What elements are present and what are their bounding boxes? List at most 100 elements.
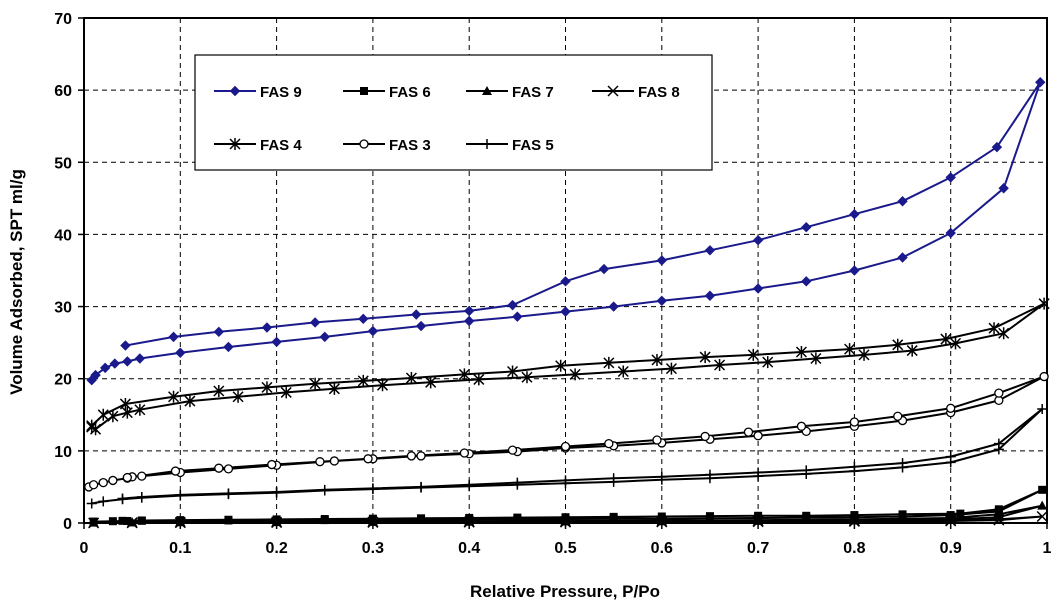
data-point-fas-5 xyxy=(464,479,475,490)
data-point-fas-6 xyxy=(561,513,570,522)
data-point-fas-3 xyxy=(329,456,340,466)
data-point-fas-9 xyxy=(752,234,764,246)
x-tick-label: 0.2 xyxy=(265,540,287,557)
data-point-fas-6 xyxy=(89,517,98,526)
data-point-fas-9 xyxy=(411,309,422,320)
data-point-fas-9 xyxy=(512,311,523,322)
series-fas-6 xyxy=(89,485,1047,526)
data-point-fas-4 xyxy=(892,338,904,351)
legend-label-fas-8: FAS 8 xyxy=(638,84,680,101)
data-point-fas-4 xyxy=(858,348,870,361)
data-point-fas-4 xyxy=(810,352,822,365)
legend-marker-fas-9 xyxy=(229,85,241,97)
data-point-fas-4 xyxy=(988,322,1000,335)
data-point-fas-9 xyxy=(897,196,908,207)
data-point-fas-9 xyxy=(991,141,1003,153)
legend-marker-fas-6 xyxy=(360,87,368,95)
data-point-fas-9 xyxy=(358,313,369,325)
data-point-fas-4 xyxy=(747,348,759,361)
data-point-fas-5 xyxy=(319,484,330,495)
legend-marker-fas-8 xyxy=(607,85,619,97)
data-point-fas-3 xyxy=(994,388,1004,398)
x-tick-label: 0.8 xyxy=(843,540,865,557)
data-point-fas-3 xyxy=(416,451,426,461)
data-point-fas-9 xyxy=(109,358,121,369)
y-tick-label: 0 xyxy=(63,516,72,533)
data-point-fas-9 xyxy=(415,320,427,332)
data-point-fas-9 xyxy=(271,336,282,348)
data-point-fas-6 xyxy=(994,505,1003,514)
data-point-fas-6 xyxy=(946,511,955,520)
data-point-fas-9 xyxy=(134,353,146,364)
data-point-fas-3 xyxy=(406,451,417,461)
data-point-fas-4 xyxy=(507,365,519,378)
x-tick-label: 0.6 xyxy=(651,540,673,557)
data-point-fas-3 xyxy=(1039,371,1049,382)
data-point-fas-8 xyxy=(1036,510,1048,523)
data-point-fas-4 xyxy=(232,390,244,403)
data-point-fas-5 xyxy=(86,498,97,509)
series-fas-9 xyxy=(86,77,1046,386)
data-point-fas-9 xyxy=(998,183,1009,194)
data-point-fas-4 xyxy=(213,384,225,397)
data-point-fas-6 xyxy=(320,515,329,524)
data-point-fas-9 xyxy=(122,356,133,367)
data-point-fas-5 xyxy=(98,496,109,507)
data-point-fas-5 xyxy=(175,489,186,500)
data-point-fas-5 xyxy=(801,465,812,476)
data-point-fas-6 xyxy=(417,514,426,523)
legend-entry-fas-8: FAS 8 xyxy=(592,84,680,101)
data-point-fas-3 xyxy=(507,445,518,455)
data-point-fas-3 xyxy=(893,411,903,421)
y-tick-label: 40 xyxy=(54,227,72,244)
data-point-fas-5 xyxy=(560,475,571,486)
data-point-fas-4 xyxy=(168,390,180,403)
data-point-fas-6 xyxy=(657,512,666,521)
data-point-fas-4 xyxy=(184,395,196,408)
data-point-fas-6 xyxy=(609,512,618,521)
data-point-fas-4 xyxy=(714,359,726,372)
data-point-fas-9 xyxy=(752,283,764,294)
data-point-fas-4 xyxy=(844,343,856,356)
y-tick-label: 50 xyxy=(54,155,72,172)
data-point-fas-3 xyxy=(604,438,614,449)
data-point-fas-9 xyxy=(897,252,908,263)
data-point-fas-4 xyxy=(940,333,952,346)
x-tick-label: 0.5 xyxy=(554,540,576,557)
data-point-fas-6 xyxy=(108,517,117,526)
data-point-fas-5 xyxy=(897,458,908,469)
y-axis-title: Volume Adsorbed, SPT ml/g xyxy=(7,169,26,395)
data-point-fas-6 xyxy=(368,514,377,523)
legend-box xyxy=(194,54,713,171)
y-tick-label: 20 xyxy=(54,372,72,389)
data-point-fas-3 xyxy=(122,472,132,483)
data-point-fas-6 xyxy=(705,512,714,521)
legend-label-fas-4: FAS 4 xyxy=(260,137,302,154)
data-point-fas-9 xyxy=(367,325,379,337)
x-tick-label: 0.3 xyxy=(362,540,384,557)
data-point-fas-9 xyxy=(168,331,179,343)
data-point-fas-9 xyxy=(463,315,475,327)
data-point-fas-9 xyxy=(945,227,956,239)
data-point-fas-3 xyxy=(946,403,956,413)
data-point-fas-9 xyxy=(99,362,111,374)
data-point-fas-9 xyxy=(213,326,225,338)
data-point-fas-6 xyxy=(754,511,763,520)
data-point-fas-9 xyxy=(223,341,234,353)
data-point-fas-5 xyxy=(704,469,715,480)
data-point-fas-4 xyxy=(521,371,533,384)
data-point-fas-9 xyxy=(849,209,860,220)
data-point-fas-5 xyxy=(117,493,128,504)
y-tick-label: 30 xyxy=(54,300,72,317)
legend-entry-fas-4: FAS 4 xyxy=(214,137,302,154)
data-point-fas-5 xyxy=(753,467,764,478)
data-point-fas-5 xyxy=(1037,404,1048,415)
data-point-fas-4 xyxy=(1038,297,1050,310)
data-point-fas-4 xyxy=(795,346,807,359)
y-tick-label: 70 xyxy=(54,11,72,28)
data-point-fas-4 xyxy=(665,362,677,375)
legend-entry-fas-9: FAS 9 xyxy=(214,84,302,101)
data-point-fas-4 xyxy=(569,368,581,381)
series-fas-3 xyxy=(84,371,1049,492)
